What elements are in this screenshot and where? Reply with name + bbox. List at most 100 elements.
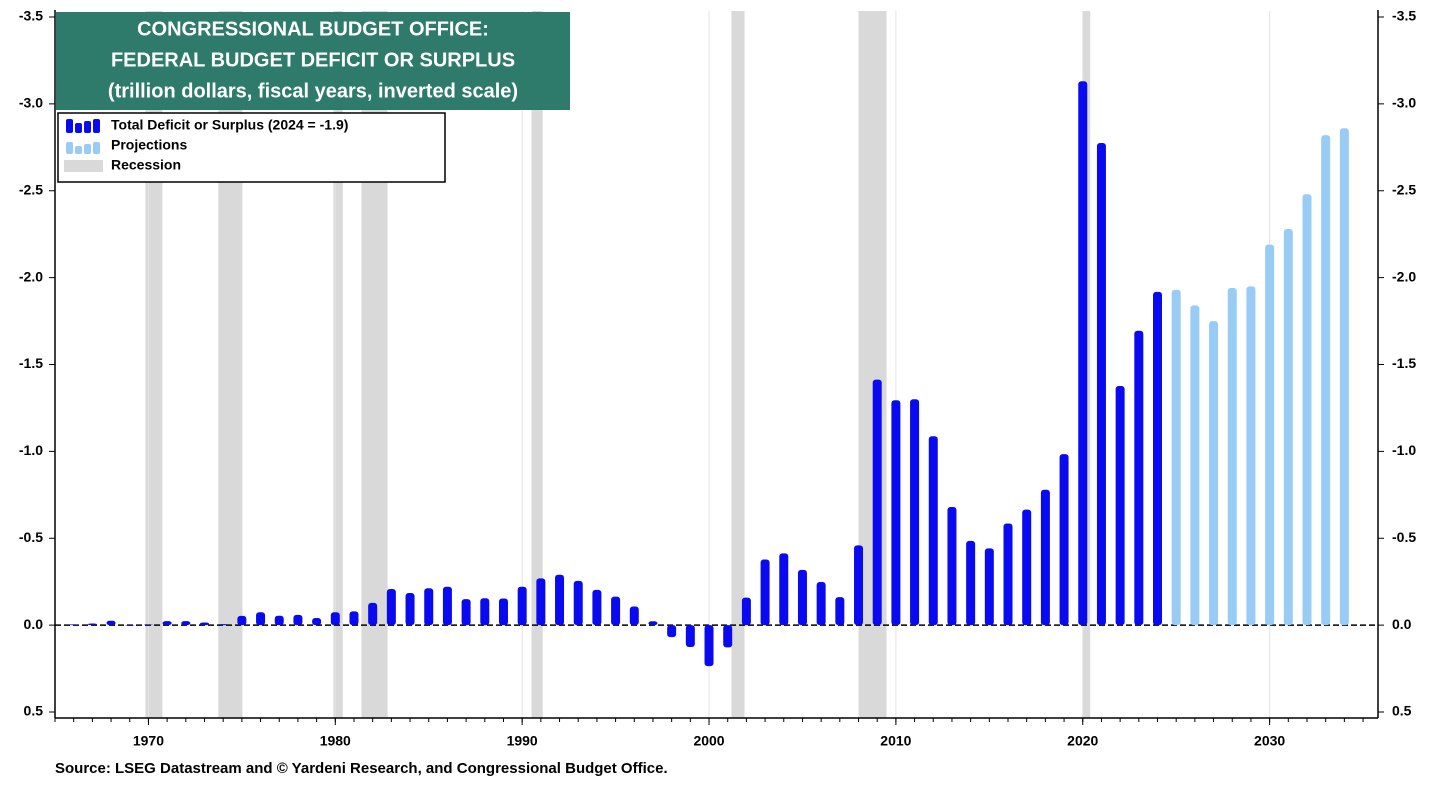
bar xyxy=(648,621,658,626)
y-tick-label: -2.0 xyxy=(19,268,43,284)
bar xyxy=(667,625,677,638)
recession-band xyxy=(333,11,343,718)
bar xyxy=(312,618,322,626)
legend-swatch xyxy=(75,146,82,154)
bar xyxy=(704,625,714,667)
legend-label: Projections xyxy=(111,137,187,153)
bar xyxy=(910,399,920,626)
bar xyxy=(442,586,452,626)
bar xyxy=(891,400,901,626)
bar xyxy=(368,602,378,626)
y2-tick-label: -0.5 xyxy=(1392,529,1416,545)
bar xyxy=(162,621,172,626)
y2-tick-label: -2.5 xyxy=(1392,181,1416,197)
bar xyxy=(816,582,826,626)
chart-title: CONGRESSIONAL BUDGET OFFICE: xyxy=(137,18,489,40)
legend-swatch xyxy=(93,119,100,133)
legend-label: Total Deficit or Surplus (2024 = -1.9) xyxy=(111,117,348,133)
bar xyxy=(1209,321,1219,626)
bar xyxy=(1302,194,1312,626)
bar xyxy=(405,592,415,626)
title-box xyxy=(56,12,570,110)
legend-box xyxy=(57,112,446,183)
legend-swatch xyxy=(75,123,82,133)
bar xyxy=(947,506,957,626)
bar xyxy=(1227,288,1237,626)
bar xyxy=(611,596,621,626)
legend-swatch xyxy=(84,121,91,133)
bar xyxy=(1115,386,1125,626)
bar xyxy=(1190,305,1200,626)
legend-swatch xyxy=(93,142,100,154)
bar xyxy=(274,615,284,626)
bar xyxy=(1171,289,1181,626)
bar xyxy=(181,621,191,626)
y2-tick-label: -3.5 xyxy=(1392,8,1416,24)
bar xyxy=(1078,81,1088,626)
bar xyxy=(760,559,770,626)
bar xyxy=(1265,244,1275,626)
recession-band xyxy=(145,11,163,718)
bar xyxy=(723,625,733,648)
x-tick-label: 1990 xyxy=(507,733,538,749)
bar xyxy=(1153,291,1162,626)
bar xyxy=(349,611,359,626)
recession-band xyxy=(731,11,745,718)
legend-swatch xyxy=(66,119,73,133)
y2-tick-label: -1.5 xyxy=(1392,355,1416,371)
bar xyxy=(517,586,527,626)
bar xyxy=(854,545,864,626)
x-tick-label: 2030 xyxy=(1254,733,1285,749)
bar xyxy=(555,574,565,626)
recession-band xyxy=(531,11,543,718)
chart-title: FEDERAL BUDGET DEFICIT OR SURPLUS xyxy=(111,49,515,71)
y-tick-label: -1.0 xyxy=(19,442,43,458)
y2-tick-label: -3.0 xyxy=(1392,95,1416,111)
bar xyxy=(1096,142,1106,626)
bar xyxy=(330,612,340,626)
bar xyxy=(835,597,845,626)
chart-title: (trillion dollars, fiscal years, inverte… xyxy=(108,80,518,102)
recession-band xyxy=(858,11,887,718)
bar xyxy=(573,580,583,626)
bar xyxy=(1040,489,1050,626)
bar xyxy=(386,588,396,626)
bar xyxy=(536,578,546,626)
bar xyxy=(1059,454,1069,626)
bar xyxy=(741,597,751,626)
y-tick-label: -3.5 xyxy=(19,8,43,24)
bar xyxy=(1246,286,1256,626)
x-tick-label: 2010 xyxy=(880,733,911,749)
bar xyxy=(1022,509,1032,626)
y2-tick-label: 0.5 xyxy=(1392,703,1412,719)
legend-label: Recession xyxy=(111,157,181,173)
bar xyxy=(872,379,882,626)
bar xyxy=(69,624,79,626)
bar xyxy=(218,624,228,626)
x-tick-label: 2020 xyxy=(1067,733,1098,749)
bar xyxy=(797,569,807,626)
y-tick-label: -1.5 xyxy=(19,355,43,371)
x-tick-label: 2000 xyxy=(693,733,724,749)
y-tick-label: -0.5 xyxy=(19,529,43,545)
legend-swatch xyxy=(66,142,73,154)
bar xyxy=(928,436,938,626)
bar xyxy=(685,625,695,648)
bar xyxy=(779,553,789,626)
bar xyxy=(498,598,508,626)
bar xyxy=(966,540,976,626)
legend-swatch xyxy=(84,144,91,154)
bar xyxy=(629,606,639,626)
bar xyxy=(424,588,434,626)
y-tick-label: -3.0 xyxy=(19,95,43,111)
bar xyxy=(143,624,153,626)
bar xyxy=(87,623,97,626)
y2-tick-label: 0.0 xyxy=(1392,616,1412,632)
bar xyxy=(461,599,471,626)
x-tick-label: 1970 xyxy=(133,733,164,749)
bar xyxy=(125,625,135,626)
x-tick-label: 1980 xyxy=(320,733,351,749)
bar xyxy=(1003,523,1013,626)
y-tick-label: -2.5 xyxy=(19,181,43,197)
